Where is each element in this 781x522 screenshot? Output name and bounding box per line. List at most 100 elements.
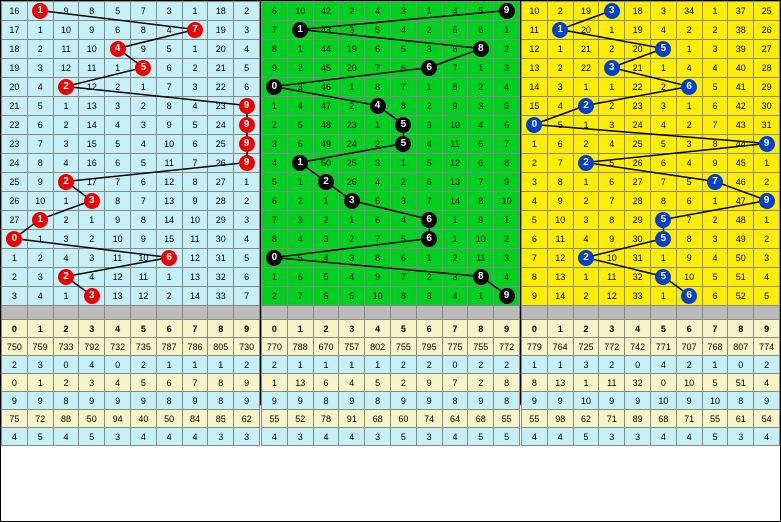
stat-cell: 91	[339, 410, 365, 428]
cell: 2	[53, 173, 79, 192]
stat-cell: 3	[234, 428, 260, 446]
stat-cell: 670	[313, 338, 339, 356]
stat-cell: 8	[522, 374, 548, 392]
cell: 7	[599, 192, 625, 211]
cell: 6	[365, 211, 391, 230]
cell: 2	[416, 97, 442, 116]
ball-marker: 2	[578, 155, 594, 171]
cell: 2	[156, 287, 182, 306]
stat-cell: 7	[442, 374, 468, 392]
stat-cell: 2	[53, 374, 79, 392]
stat-cell: 55	[702, 410, 728, 428]
cell: 9	[156, 116, 182, 135]
stat-cell: 72	[27, 410, 53, 428]
cell: 1	[573, 173, 599, 192]
cell: 21	[573, 40, 599, 59]
cell: 3	[442, 268, 468, 287]
cell: 2	[573, 249, 599, 268]
stat-cell: 9	[625, 392, 651, 410]
cell: 28	[208, 192, 234, 211]
cell: 15	[522, 97, 548, 116]
cell: 0	[522, 116, 548, 135]
stat-cell: 733	[53, 338, 79, 356]
cell: 42	[728, 97, 754, 116]
stat-cell: 4	[522, 428, 548, 446]
cell: 5	[547, 116, 573, 135]
cell: 1	[547, 21, 573, 40]
grid-table: 6104224314597143354256181441965368292452…	[261, 1, 520, 446]
cell: 50	[313, 154, 339, 173]
ball-marker: 0	[266, 250, 282, 266]
stat-cell: 4	[754, 428, 780, 446]
cell: 1	[468, 59, 494, 78]
cell: 2	[754, 173, 780, 192]
cell: 8	[27, 154, 53, 173]
cell: 5	[156, 40, 182, 59]
grey-cell	[53, 306, 79, 320]
stat-cell: 742	[625, 338, 651, 356]
ball-marker: 5	[395, 136, 411, 152]
cell: 6	[522, 230, 548, 249]
cell: 1	[79, 211, 105, 230]
stat-cell: 62	[573, 410, 599, 428]
cell: 6	[468, 154, 494, 173]
cell: 5	[390, 40, 416, 59]
stat-cell: 8	[208, 374, 234, 392]
cell: 10	[442, 116, 468, 135]
grey-cell	[208, 306, 234, 320]
cell: 8	[442, 78, 468, 97]
cell: 5	[650, 230, 676, 249]
cell: 26	[625, 154, 651, 173]
ball-marker: 2	[58, 79, 74, 95]
cell: 9	[182, 192, 208, 211]
cell: 22	[208, 78, 234, 97]
stat-cell: 805	[208, 338, 234, 356]
stat-cell: 755	[468, 338, 494, 356]
cell: 2	[27, 40, 53, 59]
header-cell: 4	[105, 320, 131, 338]
ball-marker: 1	[552, 22, 568, 38]
cell: 4	[390, 211, 416, 230]
cell: 3	[365, 154, 391, 173]
stat-cell: 4	[262, 428, 288, 446]
cell: 3	[339, 21, 365, 40]
cell: 39	[728, 40, 754, 59]
cell: 52	[728, 287, 754, 306]
cell: 5	[494, 97, 520, 116]
cell: 2	[442, 249, 468, 268]
ball-marker: 0	[526, 117, 542, 133]
cell: 15	[156, 230, 182, 249]
cell: 4	[53, 154, 79, 173]
stat-cell: 1	[573, 374, 599, 392]
cell: 9	[494, 287, 520, 306]
cell: 9	[234, 154, 260, 173]
stat-cell: 4	[547, 428, 573, 446]
cell: 3	[599, 116, 625, 135]
cell: 7	[105, 173, 131, 192]
cell: 3	[416, 287, 442, 306]
cell: 12	[182, 249, 208, 268]
cell: 8	[262, 40, 288, 59]
cell: 26	[339, 173, 365, 192]
cell: 2	[754, 230, 780, 249]
stat-cell: 2	[234, 356, 260, 374]
cell: 2	[27, 249, 53, 268]
cell: 6	[416, 59, 442, 78]
cell: 5	[702, 78, 728, 97]
stat-cell: 5	[130, 374, 156, 392]
cell: 6	[365, 40, 391, 59]
cell: 3	[573, 211, 599, 230]
stat-cell: 2	[599, 356, 625, 374]
cell: 7	[390, 268, 416, 287]
cell: 10	[287, 2, 313, 21]
stat-cell: 768	[702, 338, 728, 356]
ball-marker: 6	[161, 250, 177, 266]
cell: 37	[728, 2, 754, 21]
header-cell: 8	[728, 320, 754, 338]
cell: 2	[390, 173, 416, 192]
cell: 24	[208, 116, 234, 135]
cell: 3	[416, 116, 442, 135]
header-cell: 9	[494, 320, 520, 338]
ball-marker: 1	[292, 22, 308, 38]
cell: 19	[625, 21, 651, 40]
